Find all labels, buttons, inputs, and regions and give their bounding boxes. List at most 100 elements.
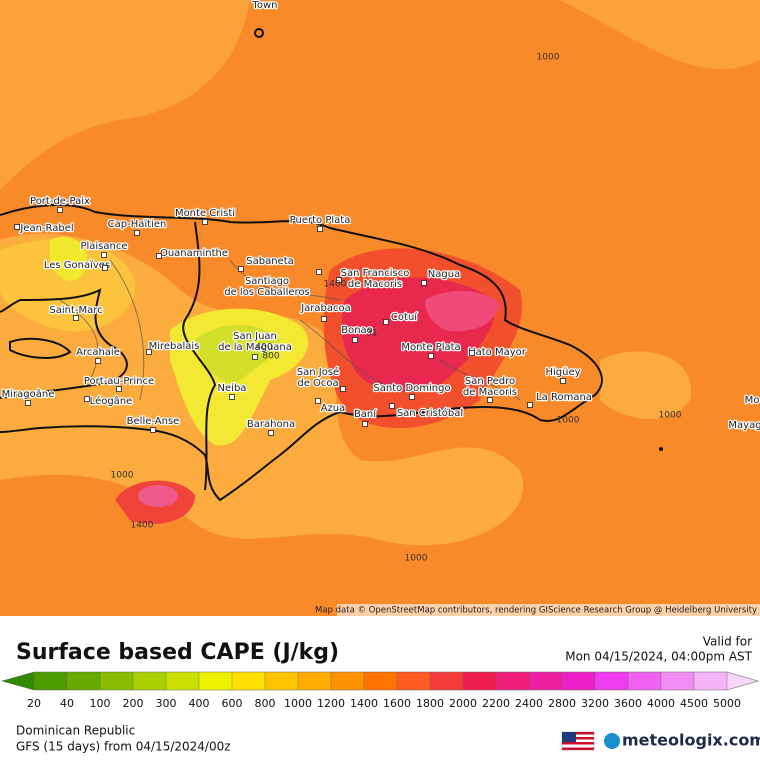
place-dot	[25, 400, 31, 406]
colorbar-label: 1000	[284, 697, 312, 710]
place-dot	[101, 252, 107, 258]
place-label: Azua	[321, 403, 346, 414]
colorbar-label: 1800	[416, 697, 444, 710]
place-label: Hato Mayor	[468, 347, 527, 358]
field-green	[195, 325, 280, 385]
colorbar-segment	[133, 672, 166, 690]
map: Town Port-de-Paix Jean-Rabel Cap-Haïtien Mon…	[0, 0, 760, 616]
contour-label: 1400	[131, 521, 154, 531]
colorbar-label: 4000	[647, 697, 675, 710]
place-label: Port-de-Paix	[30, 196, 90, 207]
valid-label: Valid for	[703, 635, 752, 649]
place-label: San Juan	[233, 331, 277, 342]
colorbar-label: 2000	[449, 697, 477, 710]
model-run: GFS (15 days) from 04/15/2024/00z	[16, 740, 231, 754]
field-yellow	[0, 238, 136, 332]
colorbar-end	[2, 672, 34, 690]
attribution-bg	[337, 604, 760, 616]
brand[interactable]: meteologix.com	[622, 731, 760, 750]
field-pink	[138, 485, 178, 507]
place-dot	[362, 421, 368, 427]
legend-title: Surface based CAPE (J/kg)	[16, 640, 339, 665]
place-dot	[560, 378, 566, 384]
admin-line	[59, 259, 521, 401]
colorbar-label: 100	[90, 697, 111, 710]
colorbar-segment	[364, 672, 397, 690]
field-light	[560, 0, 760, 70]
place-label: Miragoâne	[2, 388, 55, 400]
place-dot	[134, 230, 140, 236]
contour-label: 800	[262, 352, 279, 362]
place-label: Nagua	[428, 269, 460, 280]
place-label: Cotuí	[391, 311, 418, 323]
place-dot	[116, 386, 122, 392]
place-label: de Ocoa	[297, 378, 338, 389]
contour-label: 1400	[324, 280, 347, 290]
place-dot	[315, 398, 321, 404]
contour-label: 1000	[111, 471, 134, 481]
field-light	[600, 351, 692, 419]
colorbar-label: 3200	[581, 697, 609, 710]
colorbar-label: 200	[123, 697, 144, 710]
colorbar-label: 1200	[317, 697, 345, 710]
colorbar: 20 40 100 200 300 400 600 800 1000 1200 1400 1600 18…	[0, 671, 760, 710]
border	[182, 221, 217, 491]
colorbar-segment	[661, 672, 694, 690]
place-label: Neiba	[218, 383, 247, 394]
place-label: de la Maguana	[218, 342, 292, 353]
colorbar-segment	[67, 672, 100, 690]
place-label: Mo	[745, 395, 760, 406]
place-dot	[321, 316, 327, 322]
place-dot	[57, 207, 63, 213]
coastline	[0, 203, 603, 502]
colorbar-segment	[529, 672, 562, 690]
place-label: San José	[297, 366, 339, 378]
colorbar-segment	[265, 672, 298, 690]
colorbar-label: 3600	[614, 697, 642, 710]
place-label: Léogâne	[90, 395, 133, 407]
contour-label: 400	[255, 343, 272, 353]
place-label: Puerto Plata	[290, 215, 351, 226]
colorbar-segment	[463, 672, 496, 690]
place-dot	[238, 266, 244, 272]
place-dot	[316, 269, 322, 275]
contour-label: 1000	[659, 411, 682, 421]
colorbar-end	[727, 672, 758, 690]
contour-label: 1000	[557, 416, 580, 426]
islet	[659, 447, 663, 451]
valid-time: Mon 04/15/2024, 04:00pm AST	[565, 650, 752, 664]
colorbar-segment	[232, 672, 265, 690]
place-label: Mirebalais	[149, 341, 200, 352]
place-dot	[156, 253, 162, 259]
flag	[561, 731, 595, 751]
colorbar-segment	[496, 672, 529, 690]
place-dot	[14, 224, 20, 230]
place-dot	[409, 394, 415, 400]
colorbar-label: 300	[156, 697, 177, 710]
contour-label: 1000	[537, 53, 560, 63]
place-label: Mayag	[728, 420, 760, 431]
place-label: Plaisance	[80, 241, 127, 252]
place-dot	[229, 394, 235, 400]
field-pink	[425, 290, 500, 332]
place-label: San Pedro	[465, 376, 515, 387]
colorbar-label: 600	[222, 697, 243, 710]
place-dot	[146, 349, 152, 355]
colorbar-segment	[166, 672, 199, 690]
field-light	[0, 0, 250, 190]
colorbar-segment	[430, 672, 463, 690]
place-label: Jean-Rabel	[19, 223, 73, 234]
place-label: Ouanaminthe	[160, 248, 228, 259]
colorbar-label: 400	[189, 697, 210, 710]
place-label: de Macoris	[348, 279, 402, 290]
place-dot	[336, 277, 342, 283]
place-dot	[150, 427, 156, 433]
place-label: Port-au-Prince	[84, 376, 154, 387]
place-label: Monte Plata	[401, 342, 460, 353]
contour-label: 1000	[405, 554, 428, 564]
colorbar-label: 5000	[713, 697, 741, 710]
colorbar-label: 2200	[482, 697, 510, 710]
colorbar-label: 1400	[350, 697, 378, 710]
colorbar-segment	[397, 672, 430, 690]
